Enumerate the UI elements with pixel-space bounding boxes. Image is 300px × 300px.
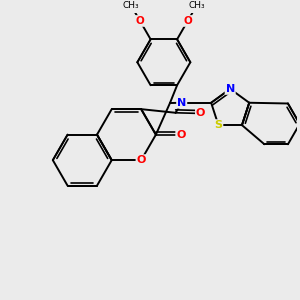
Text: N: N [177,98,186,108]
Text: O: O [176,130,186,140]
Text: N: N [226,84,235,94]
Text: O: O [183,16,192,26]
Text: O: O [136,16,144,26]
Text: S: S [214,120,222,130]
Text: O: O [136,155,146,165]
Text: CH₃: CH₃ [123,1,139,10]
Text: CH₃: CH₃ [188,1,205,10]
Text: O: O [196,109,205,118]
